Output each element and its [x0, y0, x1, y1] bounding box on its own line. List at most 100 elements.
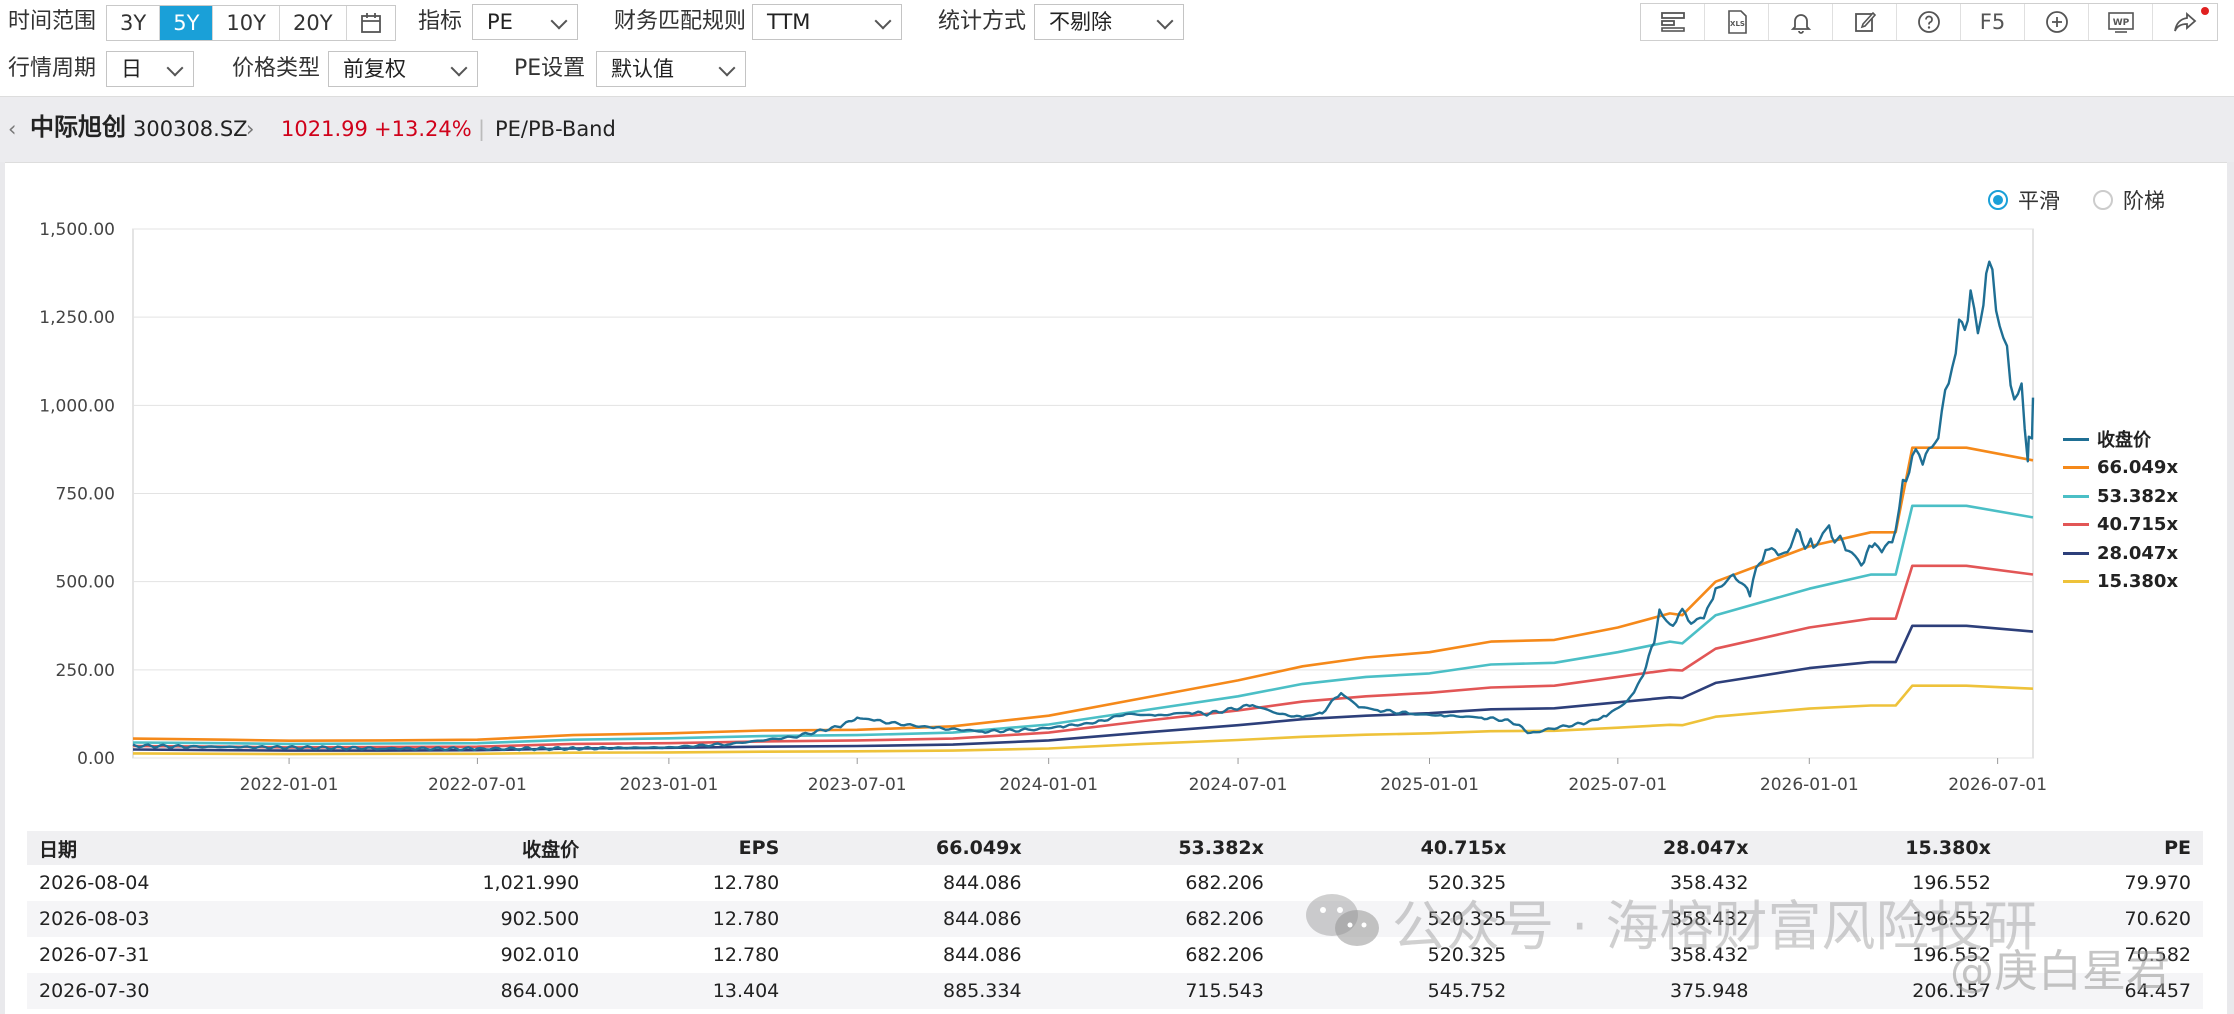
table-cell: 375.948 [1518, 973, 1761, 1009]
share-icon[interactable] [2153, 4, 2217, 40]
legend-swatch [2063, 437, 2089, 441]
legend-swatch [2063, 551, 2089, 555]
mode-step-option[interactable]: 阶梯 [2093, 185, 2165, 215]
breadcrumb: ‹ 中际旭创 300308.SZ › 1021.99 +13.24% | PE/… [0, 97, 2234, 162]
stock-code: 300308.SZ [133, 117, 248, 141]
col-header-eps[interactable]: EPS [591, 831, 792, 865]
range-10y-button[interactable]: 10Y [213, 6, 280, 40]
period-value: 日 [121, 57, 142, 81]
mode-smooth-label: 平滑 [2018, 189, 2060, 213]
indicator-select[interactable]: PE [472, 4, 578, 40]
table-cell: 2026-07-31 [39, 944, 150, 966]
table-cell: 885.334 [791, 973, 1034, 1009]
table-row[interactable]: 2026-07-31 902.010 12.780 844.086 682.20… [27, 937, 2203, 973]
stat-method-select[interactable]: 不剔除 [1034, 4, 1184, 40]
table-cell: 70.582 [2124, 944, 2191, 966]
series-line-band2 [132, 504, 2034, 746]
chevron-down-icon [166, 59, 184, 77]
wechat-logo-icon [1306, 894, 1379, 946]
col-header-band5[interactable]: 15.380x [1760, 831, 2003, 865]
col-header-band4[interactable]: 28.047x [1518, 831, 1761, 865]
legend-label: 15.380x [2097, 571, 2179, 593]
legend-item[interactable]: 53.382x [2063, 482, 2178, 511]
col-header-band3[interactable]: 40.715x [1275, 831, 1519, 865]
legend-item[interactable]: 28.047x [2063, 539, 2178, 568]
table-cell: 902.010 [500, 944, 580, 966]
stock-name[interactable]: 中际旭创 [30, 113, 126, 141]
table-cell: 844.086 [943, 872, 1022, 894]
range-20y-button[interactable]: 20Y [280, 6, 347, 40]
table-cell: 70.620 [2002, 901, 2203, 937]
table-cell: 358.432 [1669, 872, 1749, 894]
y-tick-label: 500.00 [56, 573, 115, 593]
table-cell: 12.780 [712, 944, 780, 966]
table-cell: 520.325 [1427, 872, 1507, 894]
action-icon-bar: XLS F5 WP [1640, 3, 2218, 41]
table-cell: 715.543 [1033, 973, 1276, 1009]
x-tick-label: 2026-07-01 [1948, 775, 2047, 795]
chevron-down-icon [874, 12, 892, 30]
match-rule-select[interactable]: TTM [752, 4, 902, 40]
table-cell: 902.500 [324, 901, 592, 937]
table-cell: 206.157 [1760, 973, 2003, 1009]
xls-label: XLS [1730, 20, 1745, 28]
back-chevron-icon[interactable]: ‹ [8, 117, 17, 141]
period-label: 行情周期 [8, 56, 97, 81]
legend-item[interactable]: 40.715x [2063, 511, 2178, 540]
xls-export-icon[interactable]: XLS [1705, 4, 1769, 40]
table-cell: 64.457 [2002, 973, 2203, 1009]
forward-chevron-icon[interactable]: › [246, 117, 255, 141]
price-type-select[interactable]: 前复权 [328, 51, 478, 87]
x-tick-label: 2024-01-01 [999, 775, 1098, 795]
col-header-band1[interactable]: 66.049x [791, 831, 1034, 865]
range-3y-button[interactable]: 3Y [107, 6, 161, 40]
layout-icon[interactable] [1641, 4, 1705, 40]
table-cell: 358.432 [1669, 944, 1749, 966]
col-header-pe[interactable]: PE [2002, 831, 2203, 865]
legend-swatch [2063, 494, 2089, 498]
add-circle-icon[interactable] [2025, 4, 2089, 40]
col-header-date[interactable]: 日期 [27, 831, 325, 865]
table-row[interactable]: 2026-08-03 902.500 12.780 844.086 682.20… [27, 901, 2203, 937]
f5-refresh-button[interactable]: F5 [1961, 4, 2025, 40]
indicator-label: 指标 [418, 9, 463, 34]
series-line-close [132, 260, 2035, 752]
table-row[interactable]: 2026-07-30 864.000 13.404 885.334 715.54… [27, 973, 2203, 1009]
legend-label: 66.049x [2097, 457, 2179, 479]
pe-setting-label: PE设置 [514, 56, 586, 81]
range-5y-button[interactable]: 5Y [160, 6, 214, 40]
toolbar: 时间范围 3Y 5Y 10Y 20Y 指标 PE 财务匹配规则 TTM 统计方式… [0, 0, 2234, 97]
notification-dot [2201, 7, 2209, 15]
help-icon[interactable] [1897, 4, 1961, 40]
legend-item[interactable]: 15.380x [2063, 568, 2178, 597]
legend-item[interactable]: 收盘价 [2063, 425, 2178, 454]
y-tick-label: 1,000.00 [39, 396, 115, 416]
series-line-band1 [132, 446, 2034, 742]
time-range-label: 时间范围 [8, 9, 97, 34]
legend-item[interactable]: 66.049x [2063, 454, 2178, 483]
col-header-band2[interactable]: 53.382x [1033, 831, 1276, 865]
data-table: 日期 收盘价 EPS 66.049x 53.382x 40.715x 28.04… [27, 831, 2203, 1009]
table-cell: 2026-08-04 [39, 872, 150, 894]
calendar-icon[interactable] [347, 6, 395, 40]
table-header-row: 日期 收盘价 EPS 66.049x 53.382x 40.715x 28.04… [27, 831, 2203, 865]
edit-icon[interactable] [1833, 4, 1897, 40]
x-tick-label: 2023-01-01 [619, 775, 718, 795]
wp-icon[interactable]: WP [2089, 4, 2153, 40]
table-cell: 358.432 [1518, 901, 1761, 937]
stat-method-label: 统计方式 [938, 9, 1027, 34]
table-row[interactable]: 2026-08-04 1,021.990 12.780 844.086 682.… [27, 865, 2203, 901]
time-range-selector: 3Y 5Y 10Y 20Y [106, 5, 396, 41]
pe-setting-select[interactable]: 默认值 [596, 51, 746, 87]
x-tick-label: 2025-01-01 [1380, 775, 1479, 795]
match-rule-value: TTM [767, 10, 811, 34]
table-cell: 864.000 [324, 973, 592, 1009]
price-type-label: 价格类型 [232, 56, 321, 81]
col-header-close[interactable]: 收盘价 [324, 831, 592, 865]
bell-icon[interactable] [1769, 4, 1833, 40]
period-select[interactable]: 日 [106, 51, 194, 87]
table-cell: 1,021.990 [482, 872, 580, 894]
stat-method-value: 不剔除 [1049, 10, 1112, 34]
mode-smooth-option[interactable]: 平滑 [1988, 185, 2060, 215]
table-cell: 520.325 [1427, 944, 1507, 966]
